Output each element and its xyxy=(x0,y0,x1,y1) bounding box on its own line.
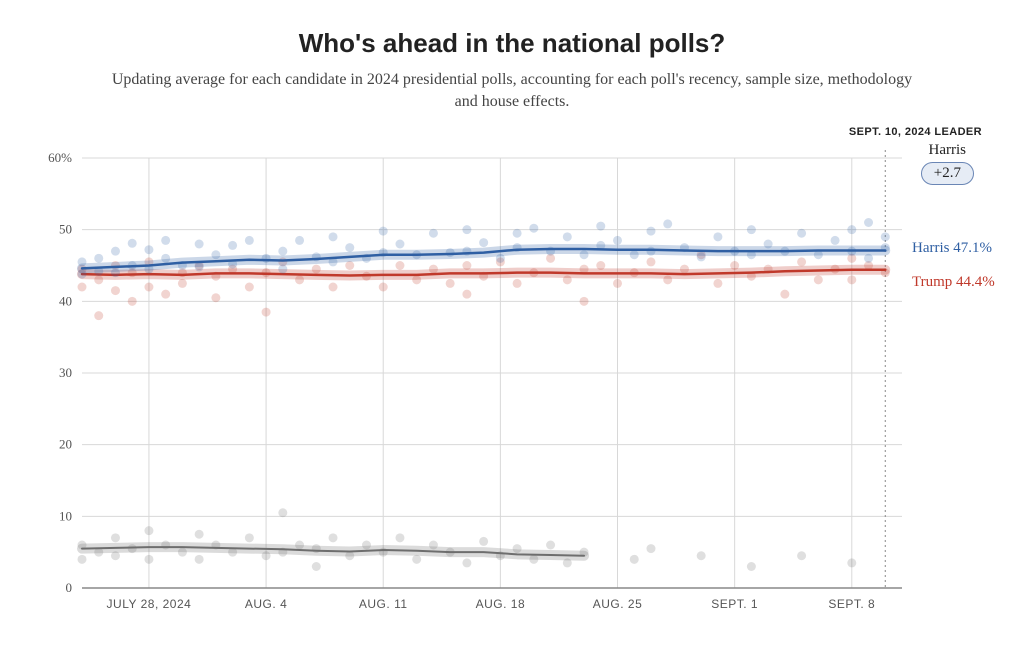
svg-text:50: 50 xyxy=(59,221,72,236)
leader-margin-badge: +2.7 xyxy=(921,162,974,185)
polls-line-chart: 0 10 20 30 40 50 60% JULY 28, 2024 AUG. 4 AUG. 11… xyxy=(32,128,992,628)
svg-text:10: 10 xyxy=(59,508,72,523)
leader-name: Harris xyxy=(929,142,967,159)
chart-title: Who's ahead in the national polls? xyxy=(30,28,994,59)
leader-header: SEPT. 10, 2024 LEADER xyxy=(849,126,982,138)
trump-end-label: Trump 44.4% xyxy=(912,274,995,291)
svg-text:JULY 28, 2024: JULY 28, 2024 xyxy=(107,597,192,611)
svg-text:AUG. 4: AUG. 4 xyxy=(245,597,287,611)
svg-text:30: 30 xyxy=(59,365,72,380)
svg-text:SEPT. 8: SEPT. 8 xyxy=(828,597,875,611)
svg-text:AUG. 25: AUG. 25 xyxy=(593,597,643,611)
svg-text:20: 20 xyxy=(59,436,72,451)
svg-text:0: 0 xyxy=(66,580,73,595)
svg-text:40: 40 xyxy=(59,293,72,308)
svg-text:SEPT. 1: SEPT. 1 xyxy=(711,597,758,611)
chart-subtitle: Updating average for each candidate in 2… xyxy=(102,69,922,114)
svg-text:60%: 60% xyxy=(48,150,72,165)
svg-text:AUG. 11: AUG. 11 xyxy=(359,597,408,611)
harris-end-label: Harris 47.1% xyxy=(912,240,992,257)
svg-text:AUG. 18: AUG. 18 xyxy=(476,597,526,611)
chart-container: SEPT. 10, 2024 LEADER Harris +2.7 0 10 20 3… xyxy=(32,128,992,628)
